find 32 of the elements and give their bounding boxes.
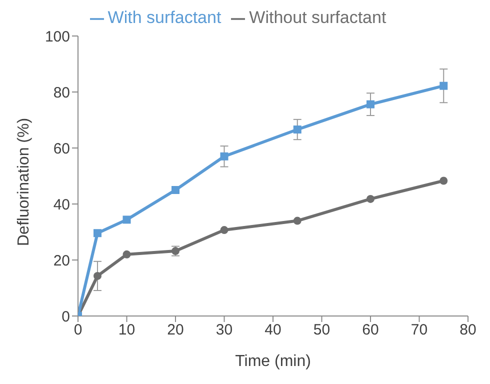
point [220,152,228,160]
x-tick-label: 30 [216,322,233,339]
x-tick-label: 70 [410,322,428,339]
x-tick-label: 50 [313,322,330,339]
x-tick-label: 80 [460,322,476,339]
point [293,216,302,225]
point [172,186,180,194]
point [122,250,131,258]
point [293,126,302,134]
y-tick-label: 60 [53,140,70,158]
point [366,100,374,108]
y-tick-label: 20 [53,252,70,270]
y-axis-title: Defluorination (%) [16,118,33,246]
y-tick-label: 40 [53,196,70,214]
y-tick-label: 0 [62,308,70,326]
legend-label: With surfactant [108,8,222,27]
point [366,194,374,203]
legend-label: Without surfactant [249,8,386,27]
point [440,82,448,90]
point [94,272,102,280]
x-tick-label: 40 [264,322,282,339]
y-tick-label: 100 [44,28,70,46]
y-tick-label: 80 [53,84,70,102]
point [440,176,448,185]
x-tick-label: 60 [362,322,379,339]
x-tick-label: 10 [118,322,136,339]
x-axis-title: Time (min) [235,353,311,370]
point [94,229,102,238]
point [220,226,228,234]
x-tick-label: 20 [167,322,184,339]
point [122,216,131,224]
x-tick-label: 0 [74,322,82,339]
